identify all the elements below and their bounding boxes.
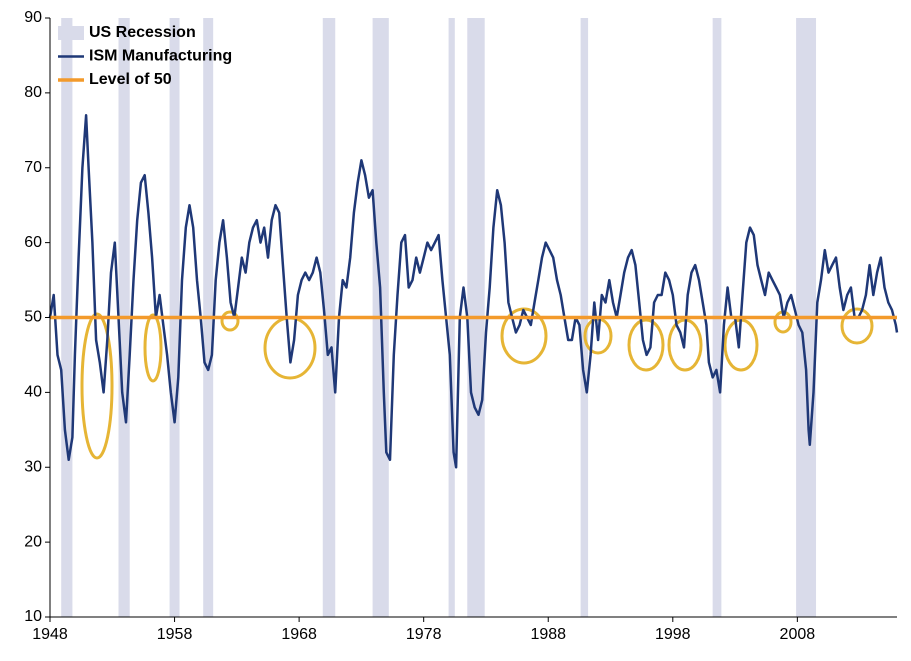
y-tick-label: 20 [24, 533, 42, 550]
y-tick-label: 30 [24, 458, 42, 475]
y-tick-label: 10 [24, 608, 42, 625]
x-tick-label: 1978 [406, 626, 442, 643]
highlight-ring [627, 318, 665, 372]
legend-label: US Recession [89, 24, 196, 41]
x-tick-label: 1988 [530, 626, 566, 643]
legend-label: Level of 50 [89, 71, 172, 88]
x-tick-label: 2008 [780, 626, 816, 643]
x-tick-label: 1948 [32, 626, 68, 643]
ism-line [48, 114, 899, 469]
x-tick-label: 1968 [281, 626, 317, 643]
y-tick-label: 50 [24, 309, 42, 326]
highlight-ring [220, 310, 240, 332]
legend-label: ISM Manufacturing [89, 48, 232, 65]
x-tick-label: 1958 [157, 626, 193, 643]
legend-swatch [58, 26, 84, 40]
y-tick-label: 80 [24, 84, 42, 101]
y-tick-label: 60 [24, 234, 42, 251]
highlight-ring [840, 307, 874, 345]
y-tick-label: 70 [24, 159, 42, 176]
y-tick-label: 40 [24, 384, 42, 401]
y-tick-label: 90 [24, 9, 42, 26]
x-tick-label: 1998 [655, 626, 691, 643]
highlight-ring [143, 313, 163, 383]
highlight-ring [80, 312, 114, 460]
